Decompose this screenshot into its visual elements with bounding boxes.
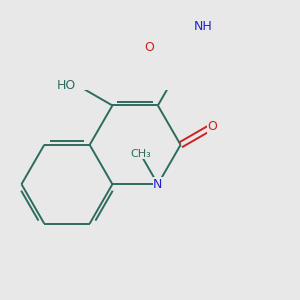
Text: O: O	[144, 41, 154, 54]
Text: O: O	[208, 120, 217, 133]
Text: CH₃: CH₃	[130, 149, 151, 159]
Text: NH: NH	[194, 20, 213, 33]
Text: N: N	[153, 178, 163, 191]
Text: HO: HO	[57, 79, 76, 92]
